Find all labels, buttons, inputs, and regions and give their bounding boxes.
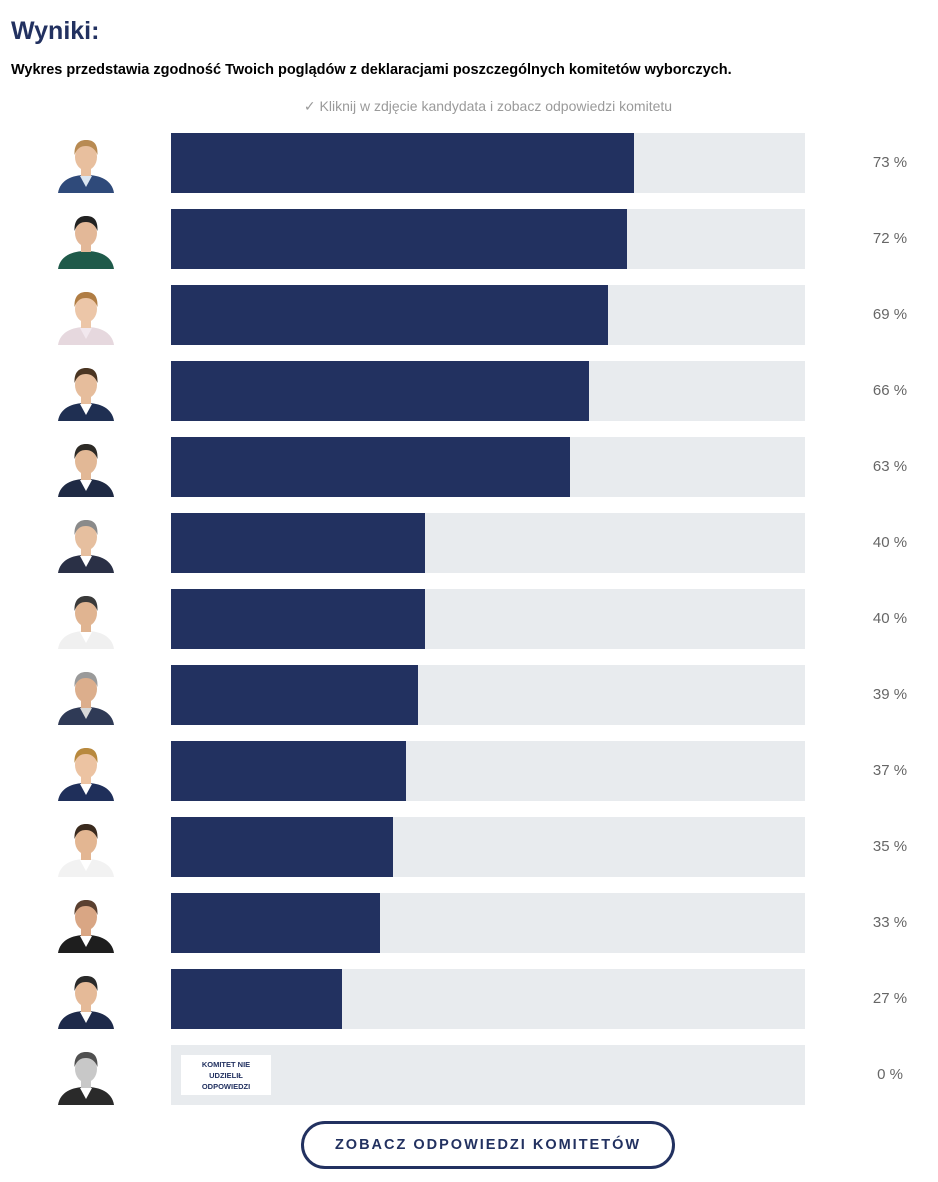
- candidate-photo[interactable]: [56, 285, 116, 345]
- candidate-photo[interactable]: [56, 209, 116, 269]
- candidate-photo[interactable]: [56, 133, 116, 193]
- candidate-row: 27 %: [0, 969, 938, 1029]
- bar: [171, 285, 608, 345]
- results-chart: 73 % 72 % 69 % 66 % 63 % 40 % 40 % 39 % 37 % 35 %…: [0, 133, 938, 1121]
- bar-track: [171, 285, 805, 345]
- bar: [171, 893, 380, 953]
- bar-track: [171, 665, 805, 725]
- see-committee-answers-button[interactable]: ZOBACZ ODPOWIEDZI KOMITETÓW: [301, 1121, 675, 1169]
- no-answer-badge: KOMITET NIE UDZIELIŁ ODPOWIEDZI: [181, 1055, 271, 1095]
- bar: [171, 513, 425, 573]
- percent-label: 40 %: [872, 610, 908, 627]
- candidate-photo[interactable]: [56, 513, 116, 573]
- percent-label: 73 %: [872, 154, 908, 171]
- bar-track: [171, 969, 805, 1029]
- candidate-photo[interactable]: [56, 665, 116, 725]
- candidate-row: 73 %: [0, 133, 938, 193]
- percent-label: 0 %: [877, 1066, 903, 1083]
- percent-label: 72 %: [872, 230, 908, 247]
- bar-track: [171, 209, 805, 269]
- candidate-photo[interactable]: [56, 589, 116, 649]
- click-hint: ✓ Kliknij w zdjęcie kandydata i zobacz o…: [303, 98, 673, 114]
- candidate-photo[interactable]: [56, 893, 116, 953]
- bar-track: [171, 361, 805, 421]
- bar: [171, 361, 589, 421]
- candidate-row: KOMITET NIE UDZIELIŁ ODPOWIEDZI 0 %: [0, 1045, 938, 1105]
- bar-track: [171, 589, 805, 649]
- percent-label: 35 %: [872, 838, 908, 855]
- bar: [171, 969, 342, 1029]
- bar: [171, 209, 627, 269]
- candidate-row: 35 %: [0, 817, 938, 877]
- candidate-row: 33 %: [0, 893, 938, 953]
- bar: [171, 437, 570, 497]
- candidate-row: 63 %: [0, 437, 938, 497]
- candidate-photo[interactable]: [56, 1045, 116, 1105]
- chart-description: Wykres przedstawia zgodność Twoich poglą…: [11, 62, 732, 78]
- bar-track: [171, 893, 805, 953]
- percent-label: 37 %: [872, 762, 908, 779]
- candidate-photo[interactable]: [56, 969, 116, 1029]
- candidate-photo[interactable]: [56, 741, 116, 801]
- percent-label: 33 %: [872, 914, 908, 931]
- candidate-row: 37 %: [0, 741, 938, 801]
- percent-label: 39 %: [872, 686, 908, 703]
- candidate-row: 72 %: [0, 209, 938, 269]
- candidate-row: 39 %: [0, 665, 938, 725]
- candidate-photo[interactable]: [56, 437, 116, 497]
- candidate-row: 66 %: [0, 361, 938, 421]
- percent-label: 40 %: [872, 534, 908, 551]
- bar-track: KOMITET NIE UDZIELIŁ ODPOWIEDZI: [171, 1045, 805, 1105]
- bar: [171, 741, 406, 801]
- percent-label: 27 %: [872, 990, 908, 1007]
- bar-track: [171, 817, 805, 877]
- candidate-row: 69 %: [0, 285, 938, 345]
- candidate-photo[interactable]: [56, 817, 116, 877]
- page-title: Wyniki:: [11, 17, 100, 45]
- bar: [171, 133, 634, 193]
- bar-track: [171, 741, 805, 801]
- bar: [171, 589, 425, 649]
- bar-track: [171, 133, 805, 193]
- percent-label: 66 %: [872, 382, 908, 399]
- percent-label: 63 %: [872, 458, 908, 475]
- candidate-photo[interactable]: [56, 361, 116, 421]
- bar-track: [171, 437, 805, 497]
- percent-label: 69 %: [872, 306, 908, 323]
- bar-track: [171, 513, 805, 573]
- candidate-row: 40 %: [0, 513, 938, 573]
- bar: [171, 817, 393, 877]
- candidate-row: 40 %: [0, 589, 938, 649]
- bar: [171, 665, 418, 725]
